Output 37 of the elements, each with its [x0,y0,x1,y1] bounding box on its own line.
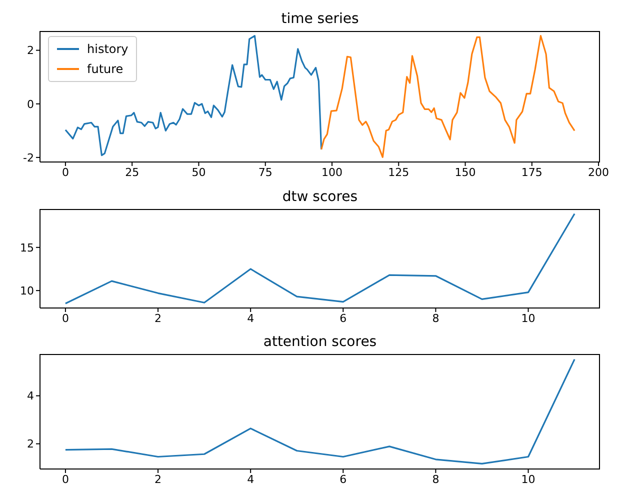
y-tick-label: 2 [27,438,34,451]
x-tick-label: 0 [62,472,69,486]
line-series [320,35,576,158]
y-tick-label: -2 [23,151,34,164]
x-tick-label: 150 [454,166,476,179]
x-tick-label: 200 [588,166,610,179]
x-tick-label: 50 [192,166,206,179]
x-tick-label: 0 [62,166,69,179]
line-series [64,212,576,304]
x-tick-label: 2 [154,312,162,325]
x-tick-label: 75 [258,166,272,179]
x-tick-label: 125 [388,166,410,179]
y-tick-label: 4 [27,390,34,403]
x-tick-label: 175 [521,166,542,179]
x-tick-label: 10 [521,312,536,325]
y-tick-label: 0 [27,98,34,111]
x-tick-label: 4 [247,472,254,486]
line-series [64,358,576,465]
x-tick-label: 4 [247,312,254,325]
x-tick-label: 2 [154,472,162,486]
x-tick-label: 8 [432,472,440,486]
legend-label: history [87,41,128,58]
chart-title: dtw scores [281,189,359,206]
chart-title: attention scores [262,334,378,351]
x-tick-label: 0 [62,312,69,325]
x-tick-label: 6 [340,472,347,486]
line-series [64,35,322,156]
chart-title: time series [280,11,360,28]
x-tick-label: 100 [321,166,342,179]
y-tick-label: 15 [20,241,34,254]
x-tick-label: 6 [340,312,347,325]
legend-label: future [87,61,124,78]
x-tick-label: 10 [521,472,536,486]
x-tick-label: 8 [432,312,440,325]
y-tick-label: 2 [27,44,34,58]
x-tick-label: 25 [125,166,140,179]
y-tick-label: 10 [20,284,34,298]
